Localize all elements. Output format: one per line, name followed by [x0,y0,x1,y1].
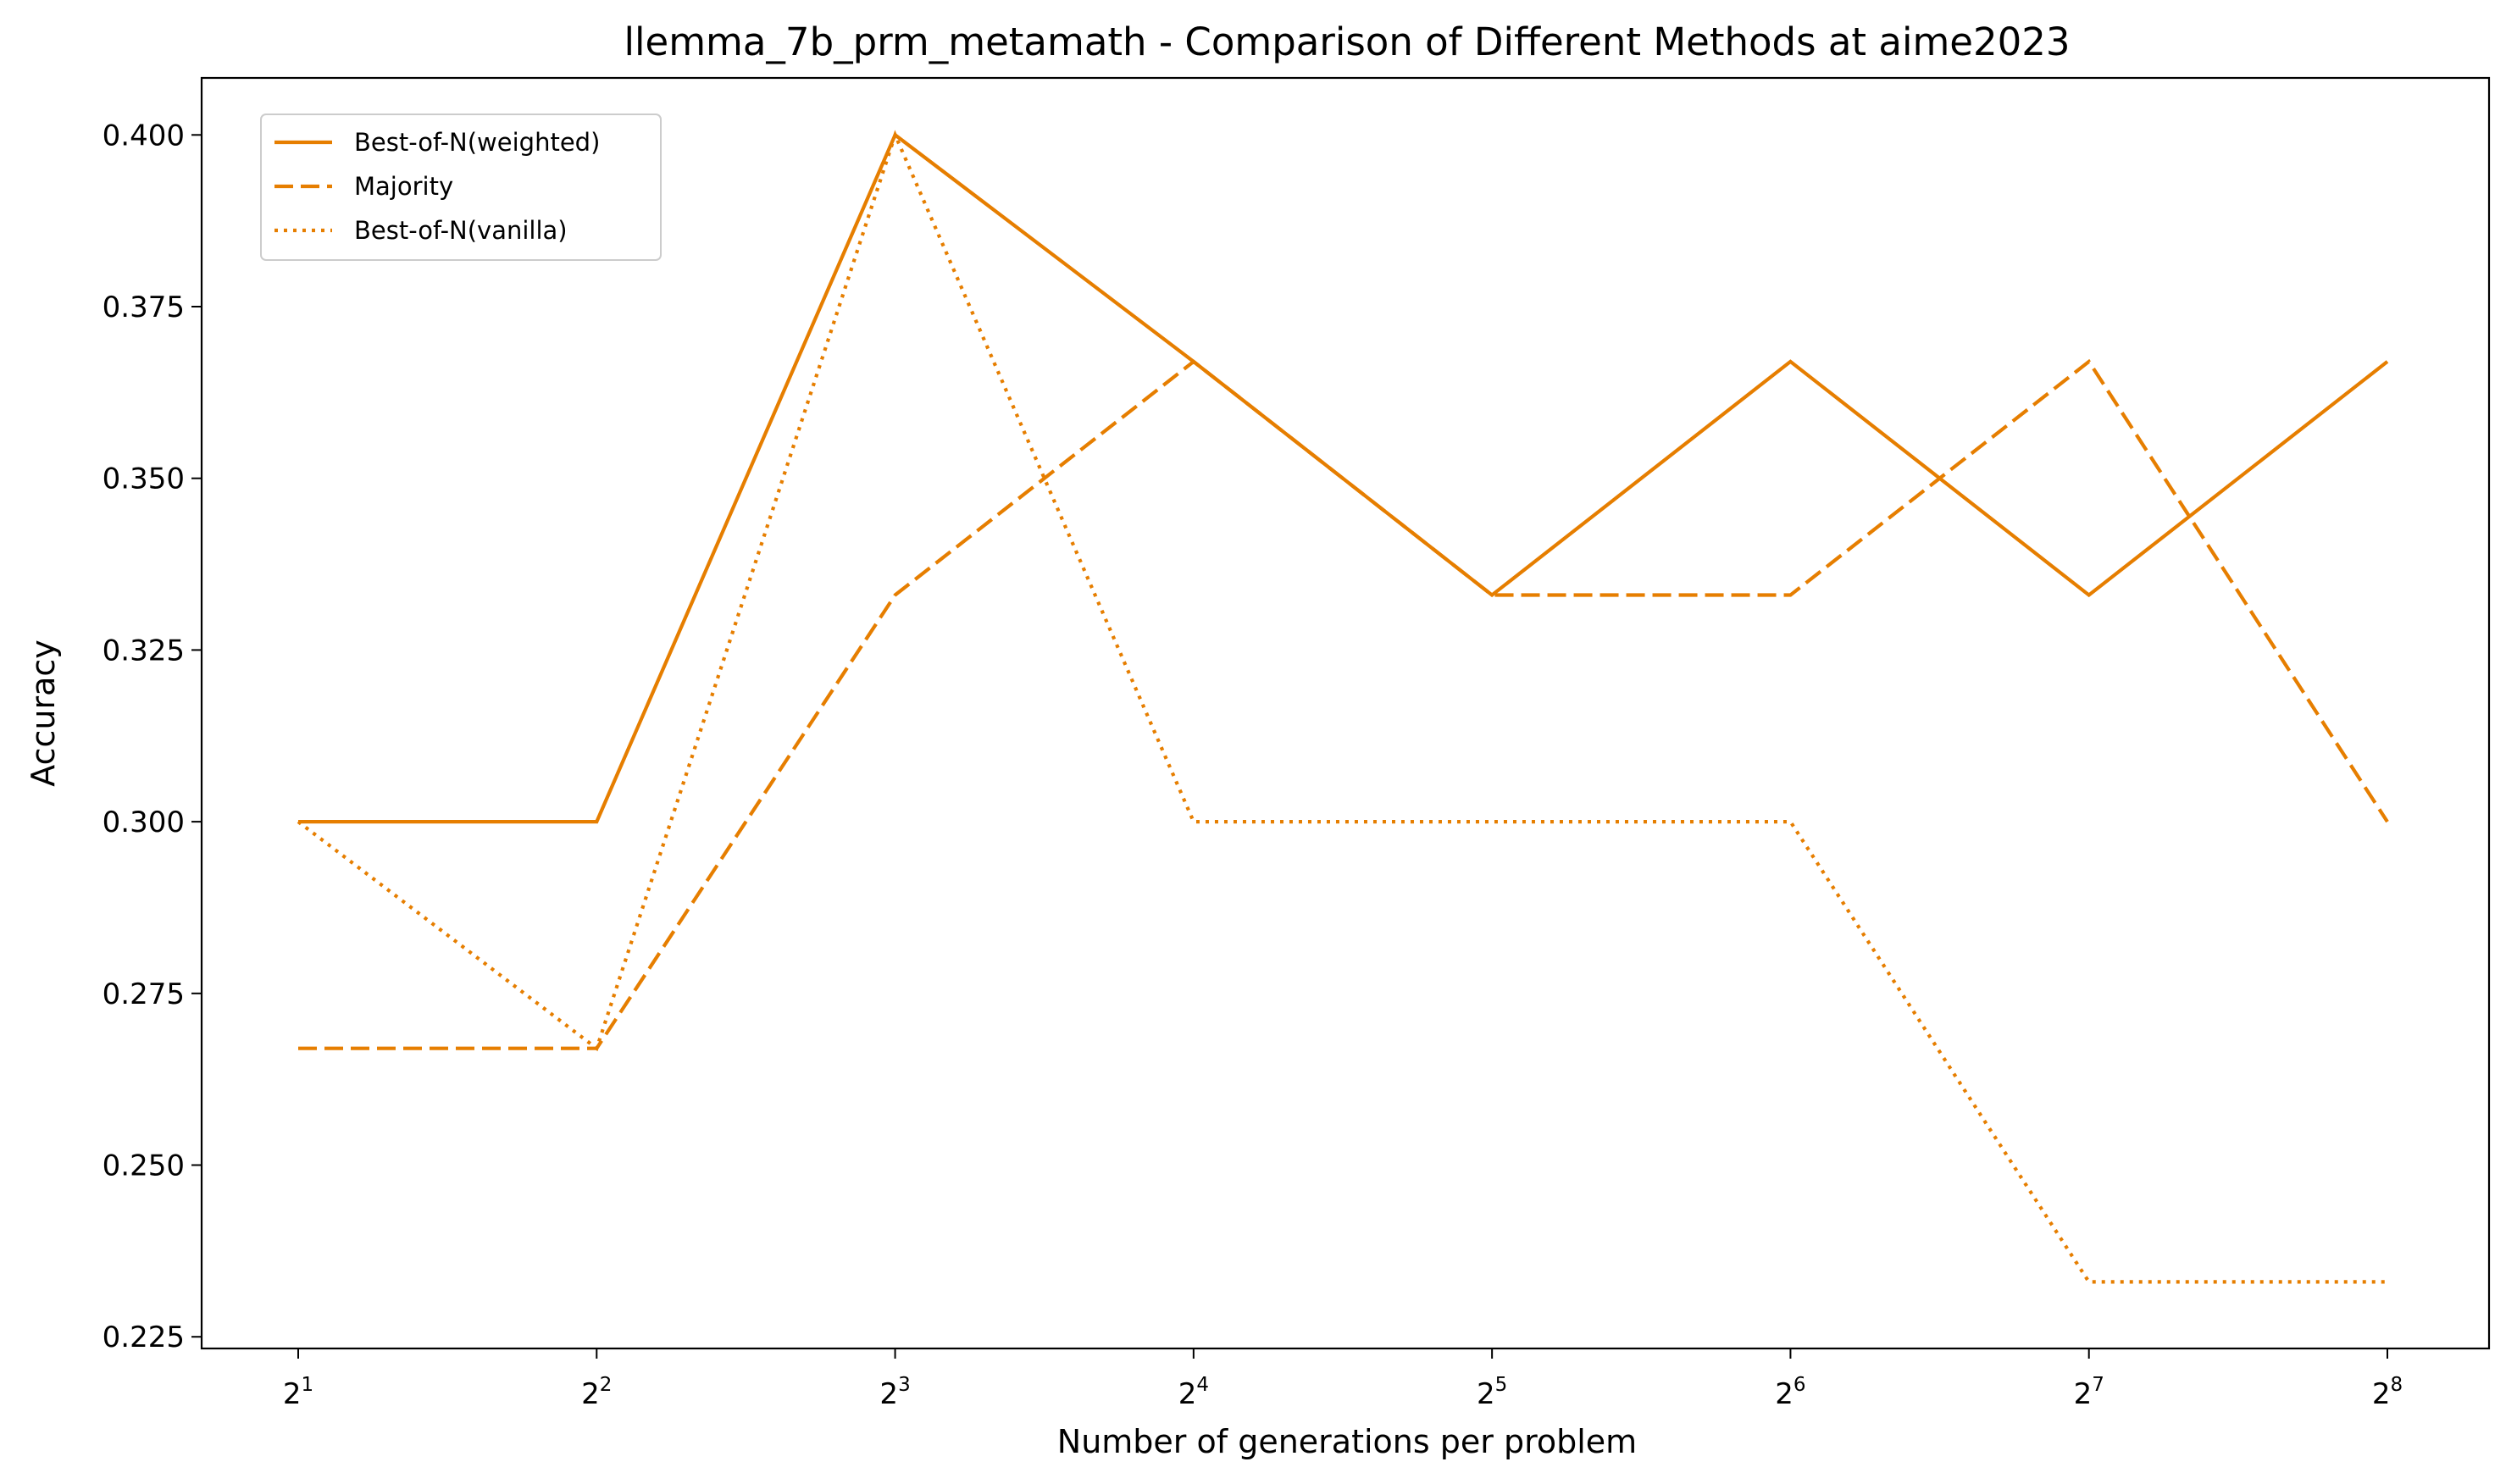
y-tick-label: 0.300 [103,806,185,839]
legend-label: Best-of-N(weighted) [354,128,600,157]
x-tick-label: 22 [581,1374,612,1411]
y-tick-label: 0.225 [103,1321,185,1354]
legend-label: Majority [354,172,453,201]
x-tick-label: 24 [1178,1374,1209,1411]
x-tick-label: 25 [1477,1374,1507,1411]
plot-area [297,130,2389,1284]
y-tick-label: 0.350 [103,462,185,496]
legend: Best-of-N(weighted) Majority Best-of-N(van… [260,114,662,261]
y-axis: 0.225 0.250 0.275 0.300 0.325 0.350 0.375 0.400 [103,119,202,1354]
series-line [298,358,2389,1050]
x-tick-label: 23 [879,1374,910,1411]
y-tick-label: 0.400 [103,119,185,152]
y-tick-label: 0.325 [103,634,185,667]
x-tick-label: 28 [2372,1374,2403,1411]
legend-box [260,114,662,261]
x-tick-label: 27 [2074,1374,2104,1411]
plot-frame [200,76,2491,1350]
x-axis: 21 22 23 24 25 26 27 28 [283,1348,2403,1411]
y-tick-label: 0.275 [103,977,185,1011]
chart-title: llemma_7b_prm_metamath - Comparison of D… [624,19,2071,64]
x-tick-label: 21 [283,1374,313,1411]
legend-label: Best-of-N(vanilla) [354,216,568,245]
y-tick-label: 0.250 [103,1149,185,1183]
x-axis-label: Number of generations per problem [1057,1423,1637,1460]
x-tick-label: 26 [1775,1374,1805,1411]
y-tick-label: 0.375 [103,291,185,324]
y-axis-label: Accuracy [25,640,62,787]
